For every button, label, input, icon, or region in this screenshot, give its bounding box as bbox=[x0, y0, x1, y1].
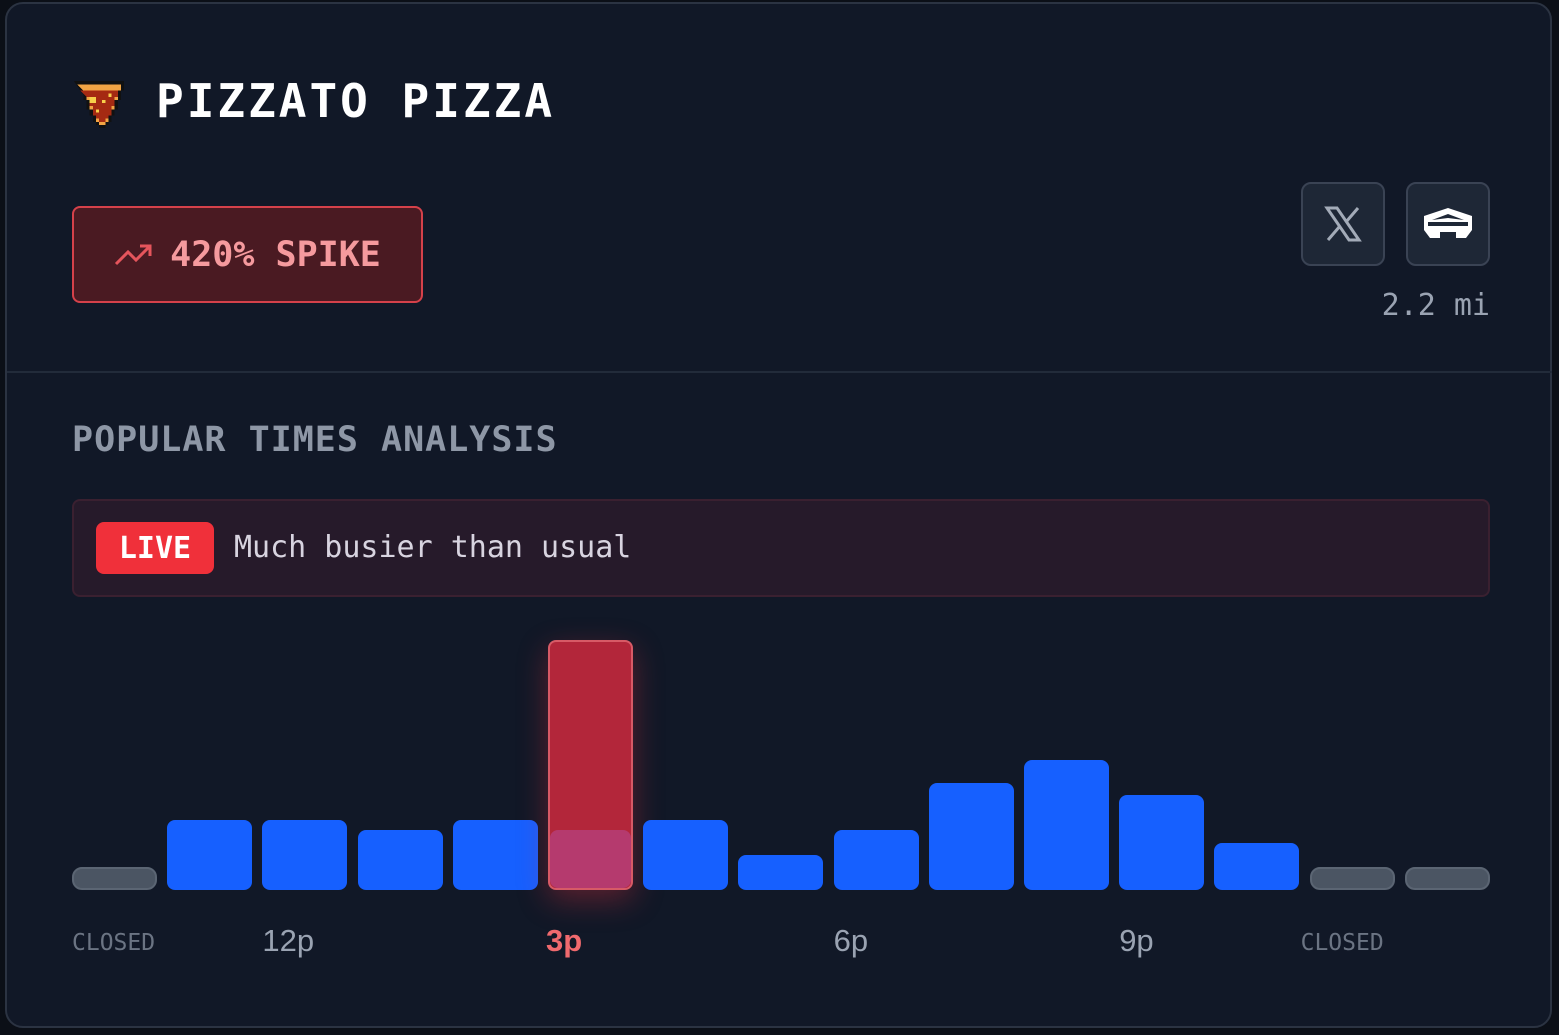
x-logo-icon bbox=[1324, 206, 1362, 242]
spike-badge: 420% SPIKE bbox=[72, 206, 423, 303]
closed-bar[interactable] bbox=[1404, 867, 1490, 890]
usual-bar[interactable] bbox=[452, 820, 538, 890]
x-axis-label: CLOSED bbox=[1300, 930, 1384, 956]
usual-bar[interactable] bbox=[357, 830, 443, 890]
divider bbox=[7, 371, 1552, 373]
pizza-slice-icon bbox=[74, 81, 124, 128]
x-axis-label: CLOSED bbox=[72, 930, 156, 956]
usual-bar[interactable] bbox=[167, 820, 253, 890]
x-axis-label: 3p bbox=[546, 923, 583, 958]
usual-bar[interactable] bbox=[643, 820, 729, 890]
live-badge: LIVE bbox=[96, 522, 214, 574]
closed-bar[interactable] bbox=[1309, 867, 1395, 890]
popular-times-chart: CLOSED 12p 3p 6p 9p CLOSED bbox=[72, 600, 1490, 980]
pentagon-button[interactable] bbox=[1406, 182, 1490, 266]
usual-bar[interactable] bbox=[262, 820, 348, 890]
distance-label: 2.2 mi bbox=[1381, 288, 1490, 323]
usual-bar[interactable] bbox=[1214, 842, 1300, 890]
closed-bar[interactable] bbox=[72, 867, 157, 890]
place-title: PIZZATO PIZZA bbox=[156, 74, 556, 128]
live-status-banner: LIVE Much busier than usual bbox=[72, 499, 1490, 597]
usual-bar[interactable] bbox=[928, 782, 1014, 890]
x-share-button[interactable] bbox=[1301, 182, 1385, 266]
usual-bar[interactable] bbox=[1119, 795, 1205, 890]
spike-label: 420% SPIKE bbox=[170, 234, 381, 275]
usual-bar[interactable] bbox=[833, 830, 919, 890]
trending-up-icon bbox=[115, 244, 152, 265]
section-title: POPULAR TIMES ANALYSIS bbox=[72, 420, 558, 460]
usual-bar[interactable] bbox=[1024, 760, 1109, 890]
usual-overlay-bar[interactable] bbox=[550, 830, 631, 888]
x-axis-label: 6p bbox=[833, 923, 869, 958]
x-axis-label: 12p bbox=[262, 923, 315, 958]
live-status-text: Much busier than usual bbox=[234, 530, 632, 565]
pentagon-building-icon bbox=[1424, 208, 1472, 238]
usual-bar[interactable] bbox=[738, 855, 824, 890]
x-axis-label: 9p bbox=[1119, 923, 1154, 958]
